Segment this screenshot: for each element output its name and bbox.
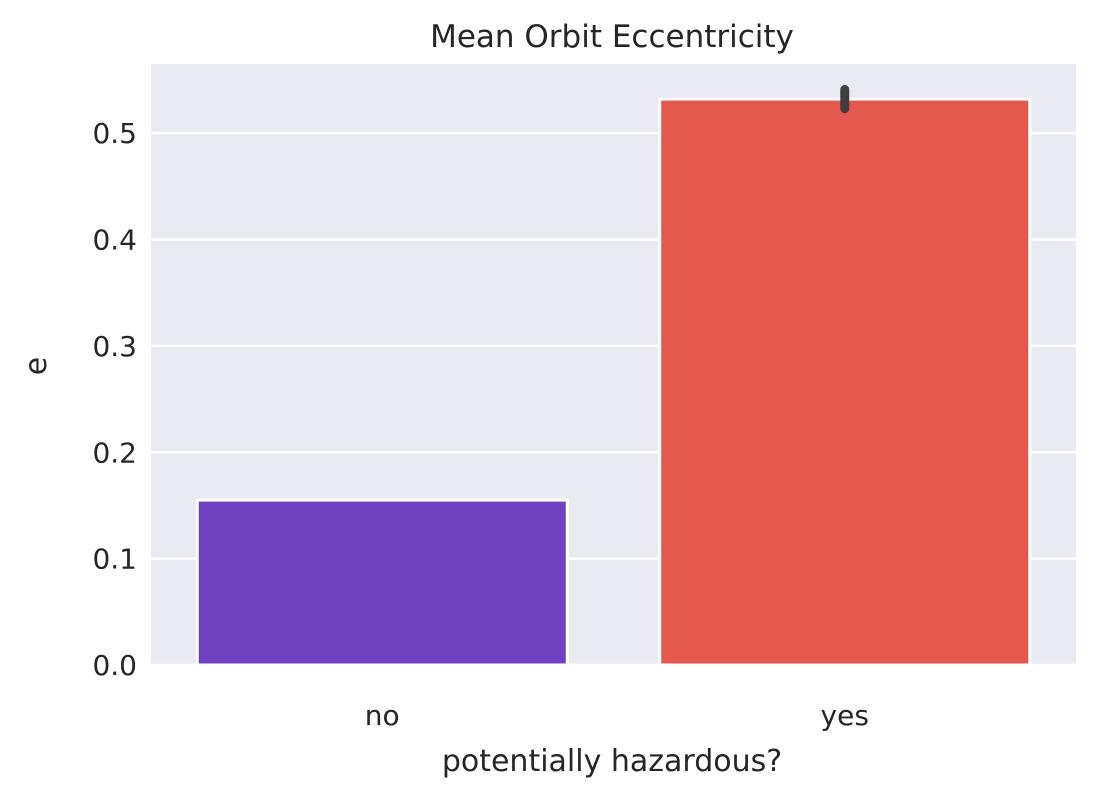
x-tick-labels: no yes [365,699,869,732]
y-tick-label: 0.4 [92,224,137,257]
x-tick-label: no [365,699,400,732]
y-tick-labels: 0.0 0.1 0.2 0.3 0.4 0.5 [92,117,137,682]
chart-title: Mean Orbit Eccentricity [430,19,794,55]
bars [195,97,1032,667]
y-tick-label: 0.1 [92,543,137,576]
bar-no [195,498,569,667]
x-axis-label: potentially hazardous? [442,744,782,779]
y-tick-label: 0.5 [92,117,137,150]
bar-yes [658,97,1032,667]
y-axis-label: e [19,357,54,375]
y-tick-label: 0.0 [92,649,137,682]
x-tick-label: yes [821,699,869,732]
y-tick-label: 0.3 [92,330,137,363]
y-tick-label: 0.2 [92,436,137,469]
